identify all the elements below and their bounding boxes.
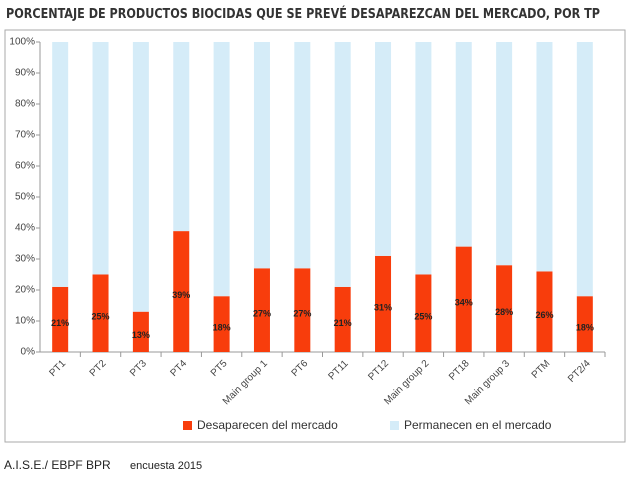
chart-title: PORCENTAJE DE PRODUCTOS BIOCIDAS QUE SE … <box>6 5 600 22</box>
y-tick-label: 30% <box>15 254 35 265</box>
y-tick-label: 80% <box>15 99 35 110</box>
y-tick-label: 40% <box>15 223 35 234</box>
bar-segment <box>132 311 149 352</box>
bar-segment <box>496 42 513 266</box>
x-tick-label: PT11 <box>327 358 351 382</box>
bar-segment <box>455 42 472 247</box>
data-label: 21% <box>334 318 352 328</box>
legend-swatch <box>183 421 192 430</box>
x-tick-label: PT2/4 <box>566 358 593 385</box>
data-label: 13% <box>132 330 150 340</box>
y-tick-label: 10% <box>15 316 35 327</box>
x-tick-label: PT4 <box>168 358 189 379</box>
bar-segment <box>132 42 149 312</box>
y-tick-label: 50% <box>15 192 35 203</box>
bar-segment <box>294 42 311 269</box>
bar-segment <box>173 42 190 232</box>
x-tick-label: PT18 <box>447 358 472 383</box>
y-tick-label: 70% <box>15 130 35 141</box>
y-tick-label: 20% <box>15 285 35 296</box>
y-tick-label: 100% <box>9 37 35 48</box>
bar-segment <box>455 246 472 352</box>
bar-segment <box>576 296 593 352</box>
data-label: 25% <box>92 312 110 322</box>
bar-segment <box>294 268 311 352</box>
bar-segment <box>375 255 392 352</box>
y-tick-label: 60% <box>15 161 35 172</box>
bar-segment <box>536 42 553 272</box>
data-label: 25% <box>414 312 432 322</box>
bar-segment <box>213 296 230 352</box>
data-label: 21% <box>51 318 69 328</box>
note: encuesta 2015 <box>130 460 202 472</box>
x-tick-label: PT12 <box>366 358 391 383</box>
x-tick-label: PT5 <box>209 358 230 379</box>
bar-segment <box>92 42 109 275</box>
x-tick-label: PT2 <box>88 358 109 379</box>
data-label: 34% <box>455 298 473 308</box>
x-tick-label: PT6 <box>290 358 311 379</box>
bar-segment <box>213 42 230 297</box>
bar-segment <box>375 42 392 256</box>
data-label: 39% <box>172 290 190 300</box>
bar-segment <box>415 42 432 275</box>
bar-segment <box>576 42 593 297</box>
bar-segment <box>52 42 69 287</box>
legend-swatch <box>390 421 399 430</box>
legend-label: Desaparecen del mercado <box>197 418 338 432</box>
x-tick-label: PTM <box>530 358 553 381</box>
bar-segment <box>92 274 109 352</box>
y-tick-label: 90% <box>15 68 35 79</box>
data-label: 27% <box>293 309 311 319</box>
bar-segment <box>52 286 69 352</box>
bar-segment <box>253 42 270 269</box>
bar-segment <box>173 231 190 352</box>
bar-segment <box>253 268 270 352</box>
source: A.I.S.E./ EBPF BPR <box>4 458 111 472</box>
data-label: 18% <box>576 322 594 332</box>
bar-segment <box>415 274 432 352</box>
data-label: 31% <box>374 302 392 312</box>
bar-segment <box>536 271 553 352</box>
data-label: 28% <box>495 307 513 317</box>
x-tick-label: PT1 <box>47 358 68 379</box>
chart-frame <box>4 29 626 443</box>
x-tick-label: PT3 <box>128 358 149 379</box>
data-label: 27% <box>253 309 271 319</box>
legend-label: Permanecen en el mercado <box>404 418 552 432</box>
y-tick-label: 0% <box>21 347 36 358</box>
data-label: 26% <box>535 310 553 320</box>
bar-segment <box>334 286 351 352</box>
bar-segment <box>334 42 351 287</box>
data-label: 18% <box>213 322 231 332</box>
bar-segment <box>496 265 513 352</box>
